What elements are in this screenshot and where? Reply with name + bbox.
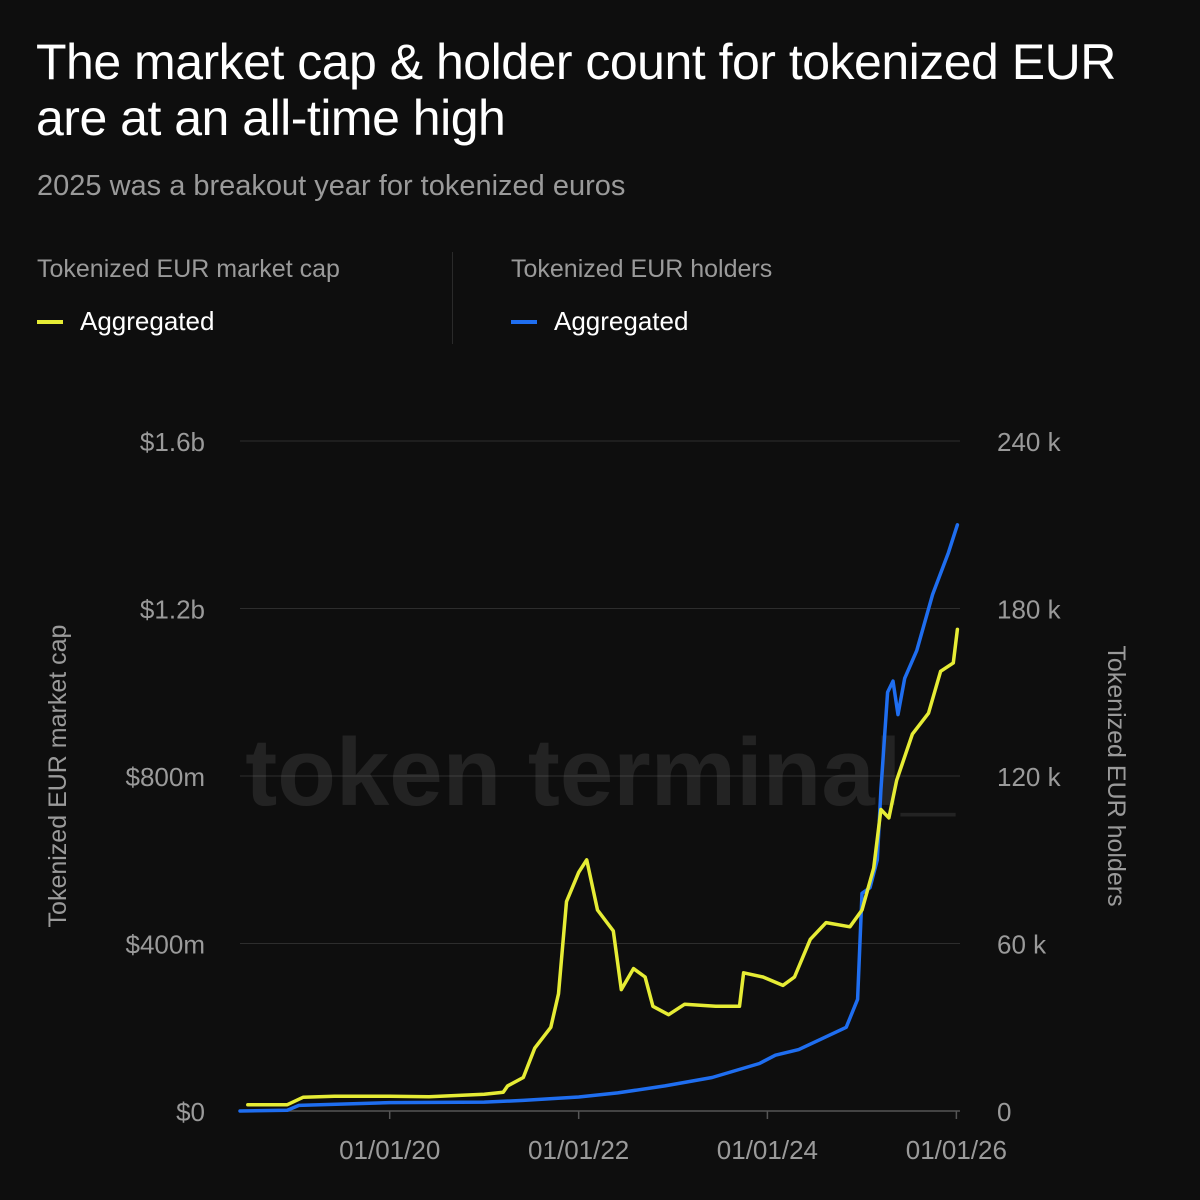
right-tick-label: 180 k bbox=[997, 595, 1062, 625]
right-axis-ticks: 0 60 k 120 k 180 k 240 k bbox=[997, 427, 1062, 1127]
legend-label-market-cap: Aggregated bbox=[80, 306, 215, 336]
left-tick-label: $1.2b bbox=[140, 595, 205, 625]
right-tick-label: 60 k bbox=[997, 930, 1047, 960]
chart-title: The market cap & holder count for tokeni… bbox=[36, 34, 1116, 146]
series-layer bbox=[238, 523, 960, 1113]
legend-holders: Tokenized EUR holders Aggregated bbox=[511, 255, 772, 337]
left-tick-label: $1.6b bbox=[140, 427, 205, 457]
right-tick-label: 120 k bbox=[997, 762, 1062, 792]
legend-heading-holders: Tokenized EUR holders bbox=[511, 255, 773, 283]
right-tick-label: 240 k bbox=[997, 427, 1062, 457]
left-axis-label: Tokenized EUR market cap bbox=[44, 625, 72, 928]
chart-subtitle: 2025 was a breakout year for tokenized e… bbox=[37, 170, 626, 202]
x-tick-label: 01/01/26 bbox=[906, 1135, 1007, 1165]
legend-label-holders: Aggregated bbox=[554, 306, 689, 336]
legend-item-market-cap[interactable]: Aggregated bbox=[37, 306, 340, 337]
x-tick-label: 01/01/22 bbox=[528, 1135, 629, 1165]
legend-swatch-yellow bbox=[37, 319, 63, 324]
x-tick-label: 01/01/24 bbox=[717, 1135, 818, 1165]
left-tick-label: $0 bbox=[176, 1097, 205, 1127]
legend-divider bbox=[452, 252, 453, 344]
right-axis-label: Tokenized EUR holders bbox=[1102, 645, 1130, 906]
legend-market-cap: Tokenized EUR market cap Aggregated bbox=[37, 255, 340, 337]
left-axis-ticks: $0 $400m $800m $1.2b $1.6b bbox=[126, 427, 206, 1127]
x-axis-ticks: 01/01/20 01/01/22 01/01/24 01/01/26 bbox=[339, 1111, 1007, 1165]
left-tick-label: $800m bbox=[126, 762, 206, 792]
grid-lines bbox=[240, 440, 960, 1112]
right-tick-label: 0 bbox=[997, 1097, 1011, 1127]
legend-heading-market-cap: Tokenized EUR market cap bbox=[37, 255, 340, 283]
watermark: token terminal_ bbox=[245, 719, 956, 826]
legend-item-holders[interactable]: Aggregated bbox=[511, 306, 772, 337]
legend-swatch-blue bbox=[511, 319, 537, 324]
x-tick-label: 01/01/20 bbox=[339, 1135, 440, 1165]
left-tick-label: $400m bbox=[126, 930, 206, 960]
series-line-market-cap[interactable] bbox=[246, 627, 960, 1107]
series-line-holders[interactable] bbox=[238, 523, 960, 1113]
